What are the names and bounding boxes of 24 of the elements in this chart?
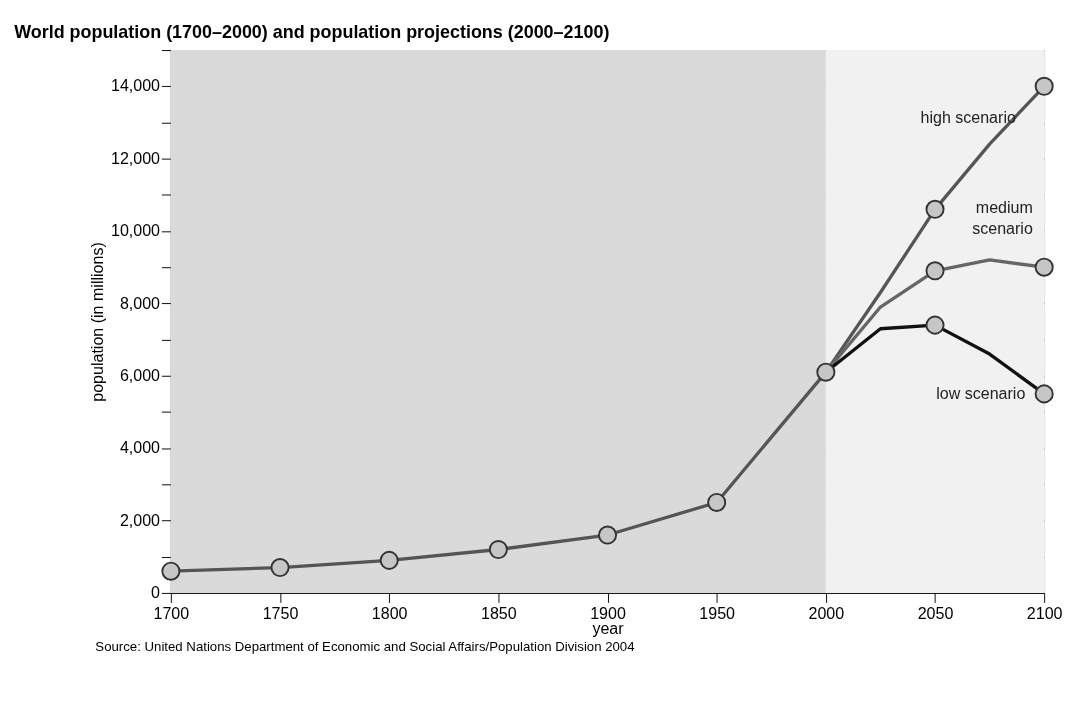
series-label: medium scenario [972, 198, 1033, 238]
series-label: low scenario [936, 383, 1026, 402]
x-tick-label: 2100 [1026, 603, 1063, 622]
y-axis-title: population (in millions) [88, 242, 107, 402]
series-label: high scenario [920, 108, 1016, 127]
x-axis-title: year [592, 619, 625, 637]
y-tick-label: 0 [151, 583, 161, 602]
y-tick-label: 8,000 [119, 293, 161, 312]
y-tick-label: 2,000 [119, 510, 161, 529]
x-tick-label: 1750 [262, 603, 299, 622]
x-tick-label: 1950 [699, 603, 736, 622]
y-tick-label: 12,000 [110, 148, 161, 167]
x-tick-label: 1850 [481, 603, 517, 622]
x-tick-label: 1700 [153, 603, 190, 622]
y-tick-label: 10,000 [110, 221, 161, 240]
y-tick-label: 4,000 [119, 438, 161, 457]
x-tick-label: 1800 [371, 603, 408, 622]
x-tick-label: 2050 [917, 603, 954, 622]
chart-title: World population (1700–2000) and population projections (2000–2100) [14, 22, 610, 43]
y-tick-label: 14,000 [110, 76, 161, 95]
x-tick-label: 2000 [808, 603, 845, 622]
source-note: Source: United Nations Department of Economic and Social Affairs/Population Division 2004 [95, 638, 635, 654]
y-tick-label: 6,000 [119, 365, 161, 384]
x-tick-label: 1900 [590, 603, 626, 622]
